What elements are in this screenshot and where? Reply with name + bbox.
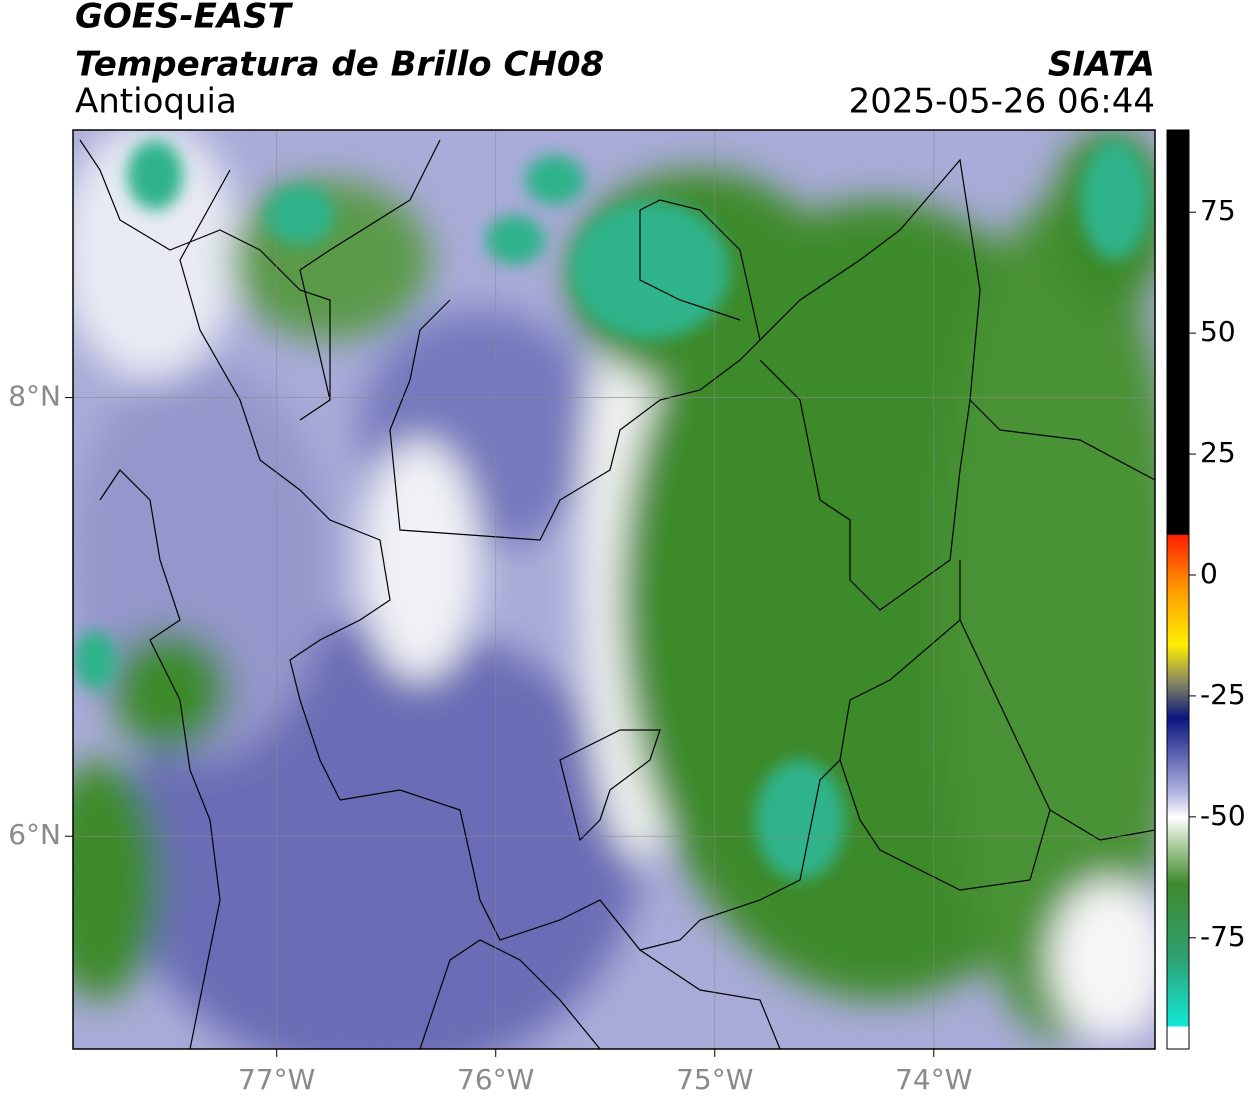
x-tick-label: 76°W (457, 1063, 534, 1096)
subtitle: Temperatura de Brillo CH08 (75, 45, 604, 85)
x-tick-label: 74°W (895, 1063, 972, 1096)
y-tick-label: 6°N (8, 818, 61, 851)
map-image (73, 130, 1155, 1049)
colorbar-tick-label: 0 (1200, 557, 1218, 590)
colorbar-tick-label: -75 (1200, 920, 1246, 953)
colorbar-tick-label: 75 (1200, 194, 1236, 227)
timestamp: 2025-05-26 06:44 (849, 82, 1155, 122)
colorbar-tick-label: -50 (1200, 799, 1246, 832)
colorbar (1166, 129, 1190, 1050)
y-tick-label: 8°N (8, 380, 61, 413)
x-tick-label: 75°W (676, 1063, 753, 1096)
grid (73, 130, 1155, 1049)
map-frame (72, 129, 1156, 1050)
region: Antioquia (75, 82, 237, 122)
source: SIATA (1048, 45, 1155, 85)
colorbar-tick-label: 50 (1200, 315, 1236, 348)
x-tick-label: 77°W (238, 1063, 315, 1096)
colorbar-tick-label: -25 (1200, 678, 1246, 711)
title: GOES-EAST (75, 0, 294, 37)
colorbar-tick-label: 25 (1200, 436, 1236, 469)
